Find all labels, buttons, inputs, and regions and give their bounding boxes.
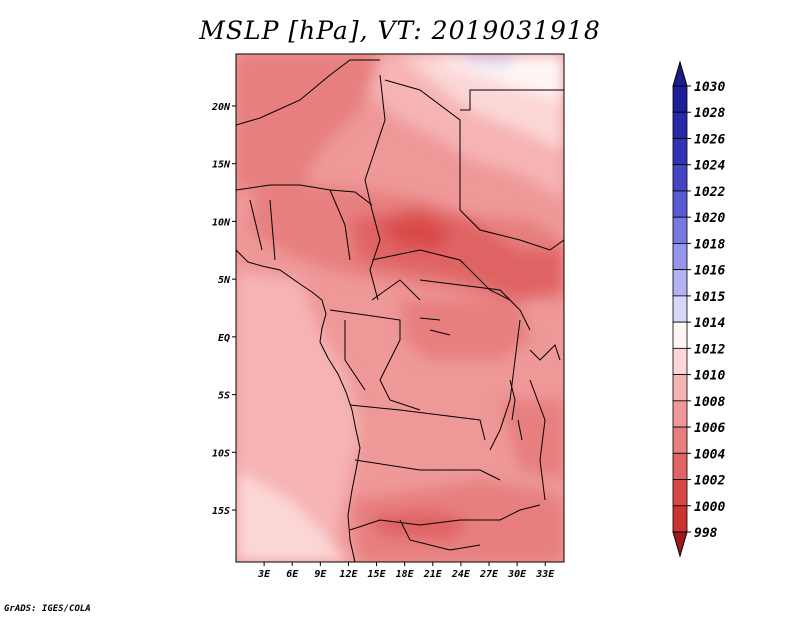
legend-label: 1012 bbox=[694, 342, 725, 357]
legend-label: 1010 bbox=[694, 369, 725, 384]
legend-label: 1002 bbox=[694, 474, 725, 489]
lon-tick-label: 24E bbox=[451, 569, 471, 580]
legend-swatch bbox=[672, 138, 688, 166]
longitude-axis: 3E 6E 9E 12E 15E 18E 21E 24E 27E 30E 33E bbox=[257, 562, 555, 580]
legend-label: 1022 bbox=[694, 185, 725, 200]
legend-label: 1024 bbox=[694, 159, 725, 174]
lon-tick-label: 6E bbox=[286, 569, 299, 580]
lon-tick-label: 18E bbox=[396, 569, 415, 580]
lat-tick-label: 15N bbox=[212, 160, 231, 171]
legend-swatch bbox=[672, 295, 688, 323]
lat-tick-label: 20N bbox=[211, 102, 231, 113]
lon-tick-label: 27E bbox=[479, 569, 499, 580]
legend-swatch bbox=[672, 374, 688, 402]
pressure-field bbox=[236, 54, 564, 562]
pressure-legend: 1030 1028 1026 1024 1022 1020 1018 1016 1015 1014… bbox=[672, 60, 725, 558]
legend-swatch bbox=[672, 85, 688, 113]
legend-swatch bbox=[672, 216, 688, 244]
legend-label: 1026 bbox=[694, 132, 725, 147]
lon-tick-label: 21E bbox=[423, 569, 443, 580]
legend-swatch bbox=[672, 400, 688, 428]
legend-swatch bbox=[672, 269, 688, 297]
legend-swatch bbox=[672, 190, 688, 218]
map-frame bbox=[235, 53, 565, 563]
lat-tick-label: EQ bbox=[218, 333, 230, 344]
legend-swatch bbox=[672, 505, 688, 533]
legend-swatch bbox=[672, 243, 688, 271]
lon-tick-label: 9E bbox=[314, 569, 327, 580]
lat-tick-label: 10S bbox=[212, 448, 230, 459]
legend-top-arrow bbox=[672, 60, 688, 87]
lat-tick-label: 15S bbox=[212, 506, 230, 517]
lat-tick-label: 5N bbox=[218, 275, 231, 286]
legend-label: 1020 bbox=[694, 211, 725, 226]
legend-swatch bbox=[672, 164, 688, 192]
lat-tick-label: 10N bbox=[212, 217, 231, 228]
legend-swatch bbox=[672, 479, 688, 507]
legend-swatch bbox=[672, 426, 688, 454]
legend-label: 1015 bbox=[694, 290, 725, 305]
lat-tick-label: 5S bbox=[218, 391, 230, 402]
legend-label: 1008 bbox=[694, 395, 725, 410]
credit-text: GrADS: IGES/COLA bbox=[4, 604, 91, 614]
map-title: MSLP [hPa], VT: 2019031918 bbox=[199, 16, 601, 45]
legend-swatch bbox=[672, 321, 688, 349]
legend-label: 1006 bbox=[694, 421, 725, 436]
lon-tick-label: 12E bbox=[339, 569, 358, 580]
legend-swatch bbox=[672, 452, 688, 480]
lon-tick-label: 30E bbox=[507, 569, 527, 580]
legend-swatch bbox=[672, 347, 688, 375]
legend-label: 1000 bbox=[694, 500, 725, 515]
legend-bottom-arrow bbox=[672, 531, 688, 558]
legend-label: 1028 bbox=[694, 106, 725, 121]
legend-label: 998 bbox=[694, 526, 718, 541]
legend-label: 1016 bbox=[694, 264, 725, 279]
lon-tick-label: 3E bbox=[257, 569, 271, 580]
legend-swatch bbox=[672, 111, 688, 139]
coastline-and-borders bbox=[236, 59, 564, 562]
legend-label: 1030 bbox=[694, 80, 725, 95]
lon-tick-label: 33E bbox=[535, 569, 555, 580]
lon-tick-label: 15E bbox=[368, 569, 387, 580]
latitude-axis: 20N 15N 10N 5N EQ 5S 10S 15S bbox=[211, 102, 236, 517]
legend-label: 1014 bbox=[694, 316, 725, 331]
legend-label: 1004 bbox=[694, 447, 725, 462]
legend-label: 1018 bbox=[694, 237, 725, 252]
